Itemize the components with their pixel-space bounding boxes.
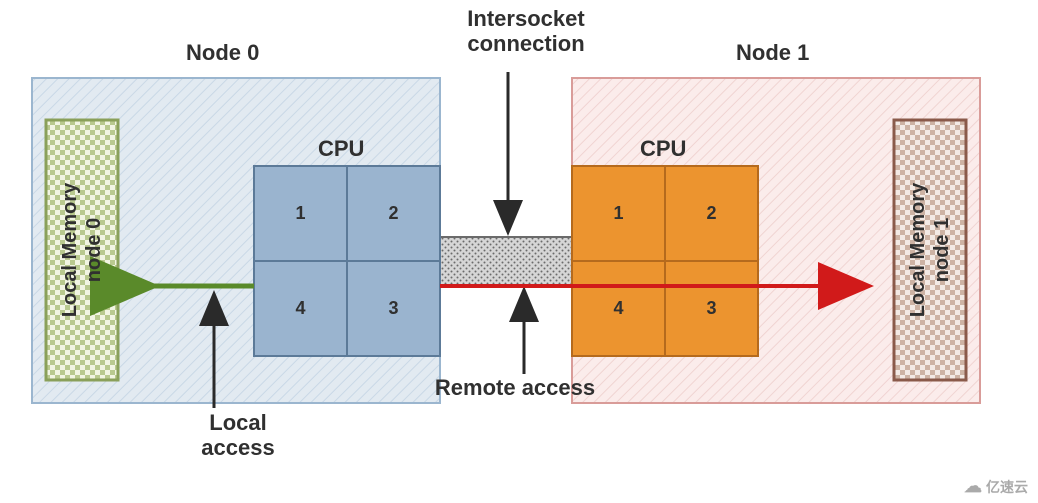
cpu1-core-4: 4 <box>572 261 665 356</box>
local-access-label: Local access <box>188 410 288 461</box>
pattern-defs <box>0 0 1038 503</box>
cpu1-label: CPU <box>640 136 686 162</box>
interconnect-box <box>440 237 572 285</box>
mem1-line2: node 1 <box>931 218 953 282</box>
mem0-label-wrap: Local Memory node 0 <box>46 120 118 380</box>
cloud-icon: ☁ <box>964 476 982 497</box>
mem0-line2: node 0 <box>83 218 105 282</box>
mem1-line1: Local Memory <box>907 183 929 317</box>
watermark: ☁ 亿速云 <box>964 476 1028 497</box>
cpu1-core-3: 3 <box>665 261 758 356</box>
mem0-line1: Local Memory <box>59 183 81 317</box>
node1-label: Node 1 <box>736 40 809 66</box>
node0-label: Node 0 <box>186 40 259 66</box>
cpu1-core-2: 2 <box>665 166 758 261</box>
cpu0-core-1: 1 <box>254 166 347 261</box>
cpu0-core-2: 2 <box>347 166 440 261</box>
diagram-stage: Intersocket connection Node 0 Node 1 CPU… <box>0 0 1038 503</box>
remote-access-label: Remote access <box>415 375 615 401</box>
cpu0-core-4: 4 <box>254 261 347 356</box>
cpu0-label: CPU <box>318 136 364 162</box>
watermark-text: 亿速云 <box>986 477 1028 497</box>
mem1-label-wrap: Local Memory node 1 <box>894 120 966 380</box>
cpu0-core-3: 3 <box>347 261 440 356</box>
intersocket-text-1: Intersocket connection <box>467 6 584 56</box>
intersocket-label: Intersocket connection <box>436 6 616 57</box>
cpu1-core-1: 1 <box>572 166 665 261</box>
